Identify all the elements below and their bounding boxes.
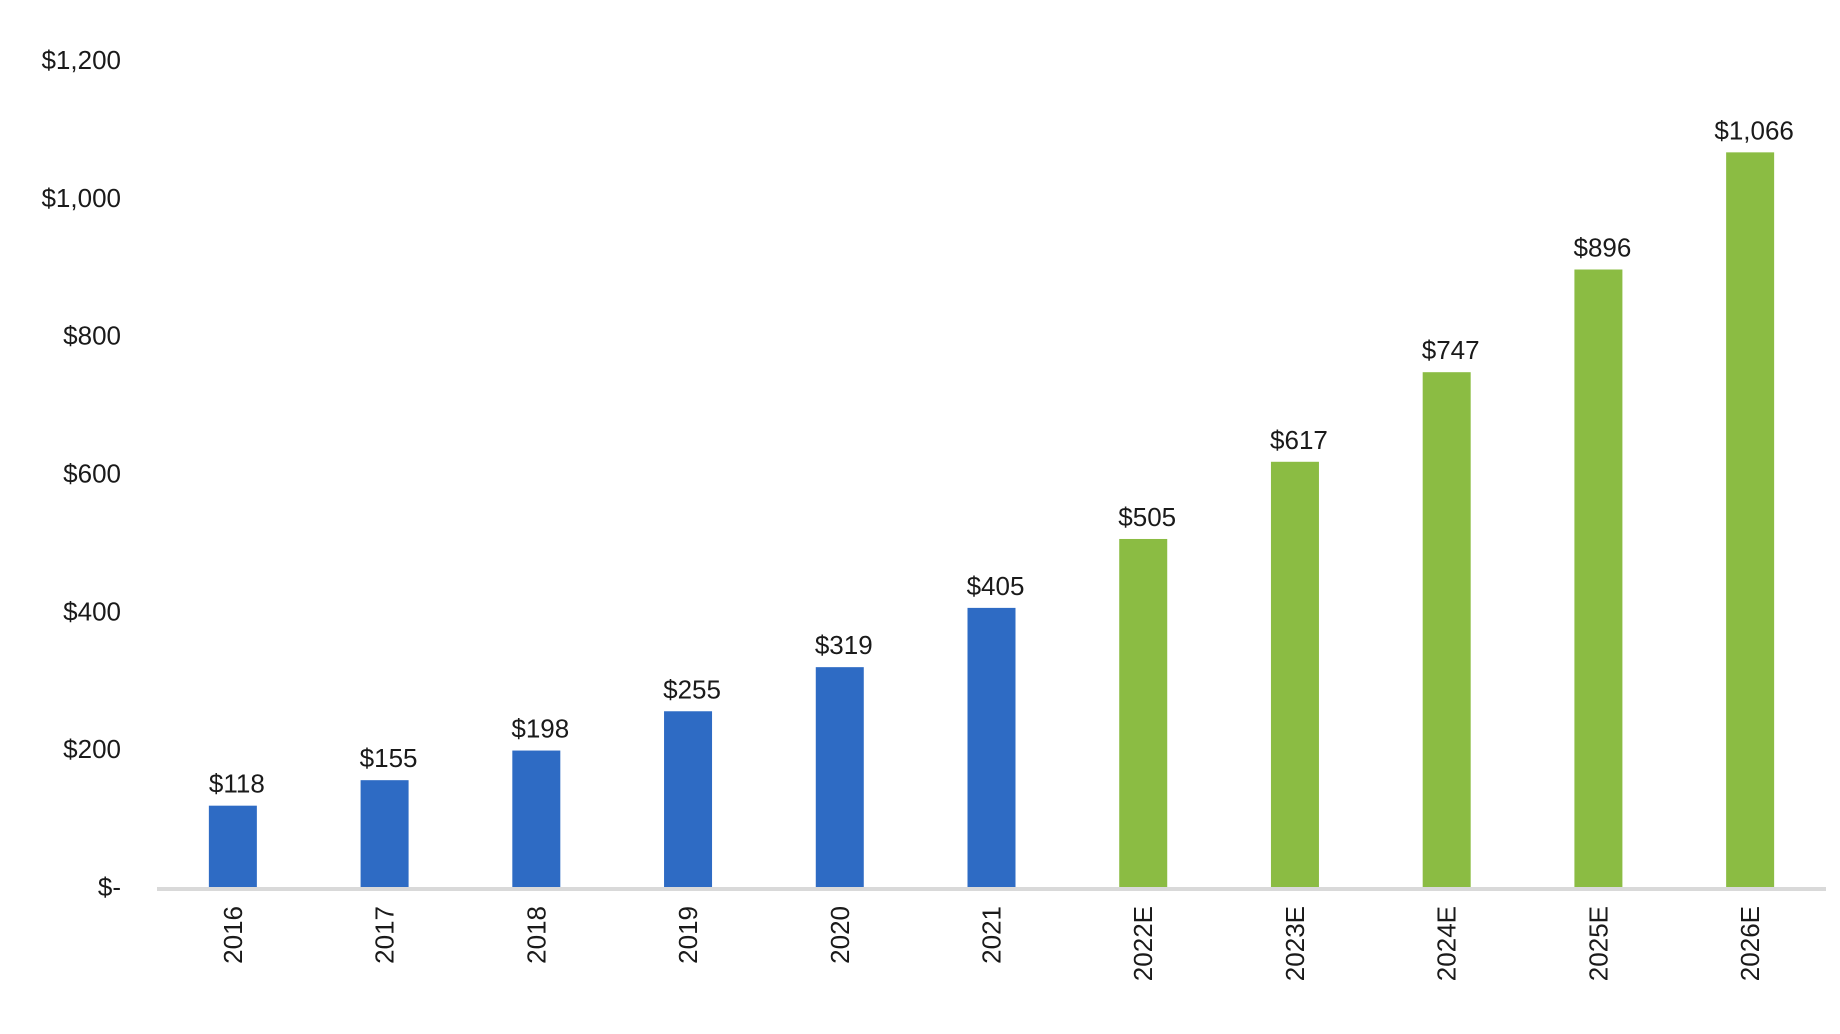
data-label: $1,066	[1714, 115, 1794, 145]
y-tick-label: $1,200	[41, 45, 121, 75]
data-label: $198	[511, 714, 569, 744]
y-tick-label: $-	[98, 872, 121, 902]
x-tick-label: 2021	[977, 906, 1007, 964]
y-tick-label: $200	[63, 734, 121, 764]
y-tick-label: $400	[63, 596, 121, 626]
data-label: $255	[663, 674, 721, 704]
bar-2020	[815, 667, 864, 887]
y-tick-label: $800	[63, 321, 121, 351]
bar-2018	[512, 750, 561, 887]
x-tick-label: 2024E	[1432, 906, 1462, 981]
bar-2023e	[1270, 461, 1319, 887]
x-tick-label: 2017	[370, 906, 400, 964]
bar-2021	[967, 607, 1016, 887]
data-label: $747	[1422, 335, 1480, 365]
y-tick-label: $1,000	[41, 183, 121, 213]
bar-2026e	[1726, 152, 1775, 887]
y-tick-label: $600	[63, 459, 121, 489]
x-axis-category-labels: 2016 2017 2018 2019 2020 2021 2022E 2023E 2024E 2…	[218, 906, 1765, 981]
bar-2024e	[1422, 372, 1471, 887]
x-tick-label: 2026E	[1735, 906, 1765, 981]
data-label: $505	[1118, 502, 1176, 532]
bar-2025e	[1574, 269, 1623, 887]
data-labels: $118 $155 $198 $255 $319 $405 $505 $617 $747 $896…	[209, 115, 1794, 798]
y-axis-ticks: $- $200 $400 $600 $800 $1,000 $1,200	[41, 45, 121, 902]
x-tick-label: 2023E	[1280, 906, 1310, 981]
x-tick-label: 2025E	[1583, 906, 1613, 981]
bar-2017	[360, 780, 409, 887]
x-tick-label: 2022E	[1128, 906, 1158, 981]
data-label: $617	[1270, 425, 1328, 455]
x-tick-label: 2016	[218, 906, 248, 964]
data-label: $118	[209, 769, 265, 799]
bar-2016	[208, 805, 257, 887]
x-tick-label: 2019	[673, 906, 703, 964]
bars	[208, 152, 1775, 887]
x-tick-label: 2020	[825, 906, 855, 964]
bar-2019	[664, 711, 713, 887]
data-label: $405	[967, 571, 1025, 601]
data-label: $155	[360, 743, 418, 773]
data-label: $896	[1573, 233, 1631, 263]
bar-2022e	[1119, 538, 1168, 887]
x-tick-label: 2018	[521, 906, 551, 964]
data-label: $319	[815, 630, 873, 660]
